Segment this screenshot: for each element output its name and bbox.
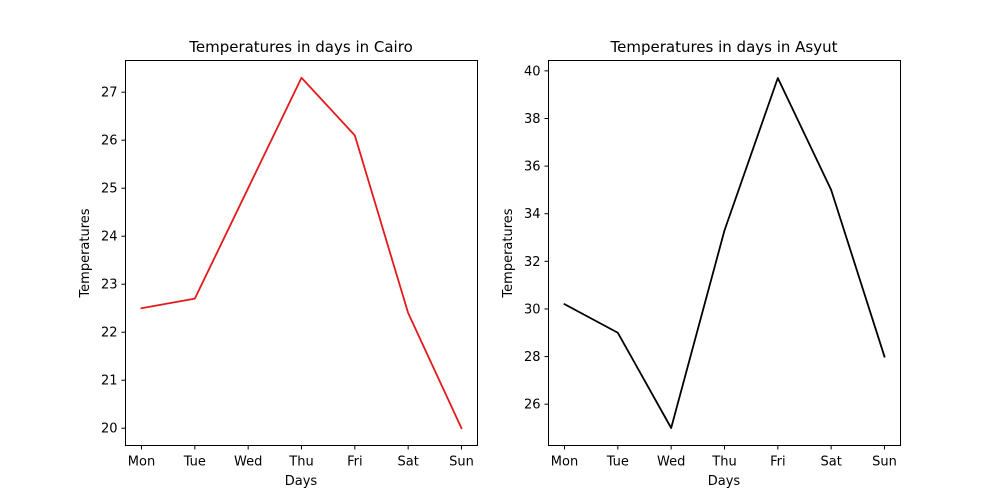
asyut-y-tick-label: 36 (524, 160, 541, 175)
cairo-x-tick-label: Fri (347, 455, 363, 470)
cairo-y-tick-label: 21 (101, 374, 118, 389)
asyut-series (563, 77, 886, 429)
cairo-x-tick-label: Thu (288, 455, 313, 470)
asyut-y-tick-label: 30 (524, 302, 541, 317)
cairo-series (140, 76, 463, 430)
cairo-y-tick-label: 23 (101, 278, 118, 293)
cairo-y-tick-label: 26 (101, 134, 118, 149)
asyut-chart: Temperatures in days in Asyut Days Tempe… (501, 38, 901, 489)
asyut-plot-frame (548, 60, 901, 446)
cairo-ticks: 20 21 22 23 24 25 26 27 Mon Tue Wed Thu Fri Sat Sun (101, 86, 474, 470)
cairo-x-tick-label: Wed (234, 455, 262, 470)
asyut-y-tick-label: 40 (524, 64, 541, 79)
asyut-x-tick-label: Sun (872, 455, 897, 470)
cairo-x-tick-label: Mon (128, 455, 155, 470)
asyut-x-tick-label: Wed (657, 455, 685, 470)
cairo-y-tick-label: 27 (101, 86, 118, 101)
cairo-y-axis-label: Temperatures (78, 208, 93, 298)
asyut-x-tick-label: Fri (770, 455, 786, 470)
asyut-x-tick-label: Sat (820, 455, 841, 470)
asyut-x-axis-label: Days (708, 474, 741, 489)
asyut-y-tick-label: 26 (524, 398, 541, 413)
asyut-chart-title: Temperatures in days in Asyut (610, 38, 838, 56)
asyut-y-tick-label: 28 (524, 350, 541, 365)
asyut-y-tick-label: 38 (524, 112, 541, 127)
asyut-y-tick-label: 32 (524, 255, 541, 270)
cairo-x-axis-label: Days (285, 474, 318, 489)
cairo-chart: Temperatures in days in Cairo Days Tempe… (78, 38, 478, 489)
cairo-y-tick-label: 24 (101, 230, 118, 245)
asyut-x-tick-label: Mon (551, 455, 578, 470)
asyut-x-tick-label: Thu (711, 455, 736, 470)
asyut-x-tick-label: Tue (606, 455, 629, 470)
cairo-x-tick-label: Tue (183, 455, 206, 470)
cairo-x-tick-label: Sun (449, 455, 474, 470)
cairo-y-tick-label: 20 (101, 422, 118, 437)
asyut-ticks: 26 28 30 32 34 36 38 40 Mon Tue Wed Thu Fri Sat Sun (524, 64, 897, 469)
cairo-chart-title: Temperatures in days in Cairo (188, 38, 413, 56)
asyut-y-tick-label: 34 (524, 207, 541, 222)
asyut-y-axis-label: Temperatures (501, 208, 516, 298)
cairo-plot-frame (125, 60, 478, 446)
cairo-x-tick-label: Sat (397, 455, 418, 470)
cairo-y-tick-label: 25 (101, 182, 118, 197)
cairo-y-tick-label: 22 (101, 326, 118, 341)
